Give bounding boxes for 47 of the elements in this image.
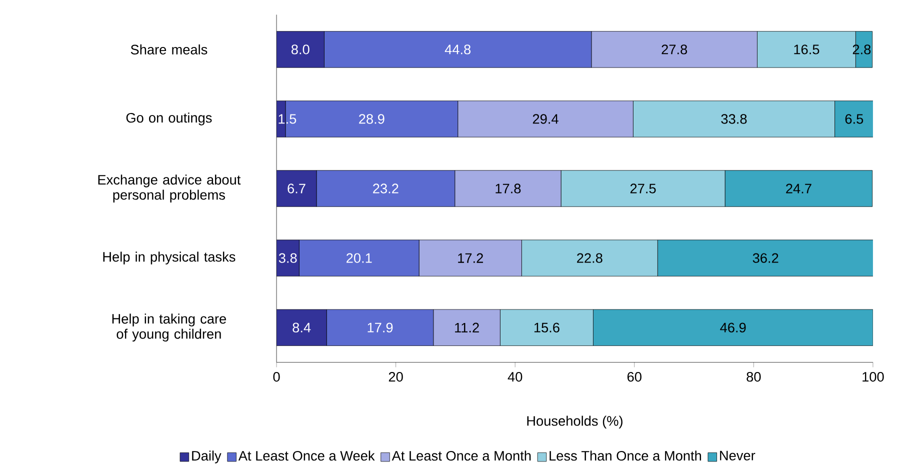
y-tick-label: Exchange advice about personal problems <box>98 174 241 202</box>
data-label: 33.8 <box>721 114 747 124</box>
data-label: 6.7 <box>288 184 306 194</box>
bar <box>834 100 873 138</box>
data-label: 15.6 <box>534 322 560 332</box>
x-axis-title: Households (%) <box>527 416 622 428</box>
y-tick-label: Go on outings <box>126 112 212 126</box>
data-label: 17.8 <box>496 184 521 194</box>
legend-label: Daily <box>192 450 222 464</box>
data-label: 46.9 <box>720 322 746 332</box>
x-tick-label: 40 <box>508 372 522 382</box>
legend-label: Less Than Once a Month <box>550 450 702 461</box>
data-label: 20.1 <box>346 253 372 263</box>
bar <box>276 309 327 346</box>
data-label: 3.8 <box>278 253 297 263</box>
bar <box>657 240 873 276</box>
data-label: 8.4 <box>292 322 311 332</box>
data-label: 23.2 <box>373 184 398 194</box>
y-tick-label: Share meals <box>130 44 208 54</box>
data-label: 11.2 <box>455 322 479 332</box>
data-label: 17.2 <box>458 253 483 263</box>
legend-label: At Least Once a Month <box>392 450 531 461</box>
y-tick-label: Help in taking care of young children <box>112 314 226 342</box>
x-tick-label: 60 <box>627 372 642 382</box>
data-label: 28.9 <box>359 114 384 124</box>
data-label: 29.4 <box>532 114 558 124</box>
x-tick-label: 20 <box>388 372 403 382</box>
data-label: 22.8 <box>577 253 602 263</box>
data-label: 16.5 <box>794 44 820 54</box>
bar <box>724 170 873 207</box>
x-tick-label: 100 <box>862 372 884 382</box>
x-tick-label: 0 <box>273 372 280 382</box>
bar <box>276 31 324 68</box>
bar <box>593 309 873 346</box>
data-label: 27.5 <box>630 184 656 194</box>
bar <box>276 170 317 207</box>
data-label: 17.9 <box>368 322 393 332</box>
data-label: 36.2 <box>752 253 778 263</box>
y-tick-label: Help in physical tasks <box>103 252 236 264</box>
legend-label: At Least Once a Week <box>238 450 375 461</box>
data-label: 6.5 <box>845 114 864 124</box>
data-label: 44.8 <box>444 44 471 54</box>
legend-label: Never <box>720 450 756 460</box>
x-tick-label: 80 <box>746 372 761 382</box>
data-label: 8.0 <box>292 44 310 54</box>
data-label: 27.8 <box>662 44 688 54</box>
data-label: 24.7 <box>786 184 812 194</box>
